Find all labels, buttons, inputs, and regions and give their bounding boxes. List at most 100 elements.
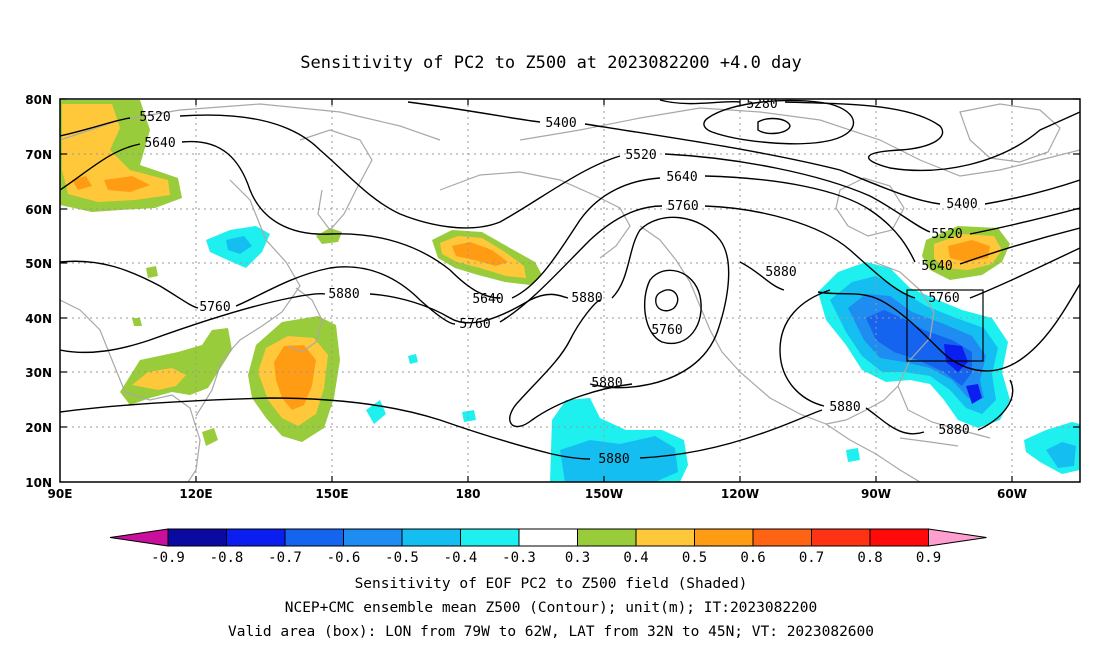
- contour-5880-south: [60, 397, 823, 460]
- contour-label-5880-b: 5880: [571, 291, 602, 306]
- colorbar: -0.9 -0.8 -0.7 -0.6 -0.5 -0.4 -0.3 0.3 0.4 0.5 0.6…: [109, 528, 987, 566]
- colorbar-label: -0.3: [502, 550, 536, 566]
- contour-5640: [60, 140, 1080, 299]
- lon-label-90e: 90E: [48, 487, 73, 501]
- contour-5760: [60, 205, 1080, 325]
- shade-dateline-orange: [452, 242, 508, 266]
- shade-small-cyan-2: [462, 410, 476, 422]
- lon-label-150e: 150E: [315, 487, 348, 501]
- graticule: [60, 99, 1080, 482]
- map-frame: [59, 98, 1081, 483]
- colorbar-bin: [284, 528, 344, 547]
- lat-label-80n: 80N: [25, 93, 52, 107]
- colorbar-label: -0.5: [385, 550, 419, 566]
- valid-area-box: [906, 289, 984, 362]
- colorbar-bin: [811, 528, 871, 547]
- colorbar-high-end: [928, 528, 987, 547]
- lat-labels: 80N 70N 60N 50N 40N 30N 20N 10N: [25, 93, 52, 490]
- coast-na-west: [639, 225, 827, 425]
- shade-atl-blue: [1046, 442, 1076, 468]
- colorbar-label: -0.4: [444, 550, 478, 566]
- lon-labels: 90E 120E 150E 180 150W 120W 90W 60W: [48, 487, 1027, 501]
- colorbar-label: 0.9: [916, 550, 941, 566]
- coast-greenland: [959, 103, 1061, 163]
- lat-label-70n: 70N: [25, 148, 52, 162]
- shade-natl-orange: [948, 240, 990, 262]
- shade-small-cyan-3: [408, 354, 418, 364]
- z500-contours: [60, 99, 1080, 460]
- contour-label-5880-a: 5880: [328, 287, 359, 302]
- colorbar-label: 0.4: [623, 550, 648, 566]
- colorbar-bin: [577, 528, 637, 547]
- colorbar-low-end: [109, 528, 169, 547]
- shade-us-blue-5: [966, 384, 982, 404]
- shade-small-green-1: [316, 228, 342, 244]
- coast-asia: [60, 299, 201, 482]
- contour-label-5280: 5280: [746, 97, 777, 112]
- colorbar-label: 0.7: [799, 550, 824, 566]
- lat-label-30n: 30N: [25, 366, 52, 380]
- contour-label-5880-g: 5880: [598, 452, 629, 467]
- colorbar-bin: [518, 528, 578, 547]
- colorbar-bin: [635, 528, 695, 547]
- colorbar-label: -0.8: [210, 550, 244, 566]
- shade-nw-orange: [104, 176, 150, 192]
- colorbar-label: 0.6: [740, 550, 765, 566]
- contour-label-5640-d: 5640: [921, 259, 952, 274]
- contour-label-5880-f: 5880: [938, 423, 969, 438]
- shade-small-green-4: [132, 318, 142, 326]
- colorbar-label: 0.5: [682, 550, 707, 566]
- colorbar-bin: [343, 528, 403, 547]
- contour-5280-inner: [757, 117, 791, 135]
- coast-na-east: [873, 261, 991, 439]
- coast-alaska: [439, 171, 631, 259]
- contour-label-5640-c: 5640: [472, 292, 503, 307]
- lon-label-120w: 120W: [721, 487, 759, 501]
- contour-5280-low: [703, 99, 855, 145]
- colorbar-bin: [869, 528, 929, 547]
- coast-japan: [287, 287, 323, 353]
- contour-label-5640-a: 5640: [144, 136, 175, 151]
- shade-nw-orange-2: [72, 176, 92, 190]
- colorbar-bin: [167, 528, 227, 547]
- contour-5760-inner: [655, 289, 679, 312]
- contour-label-5520-a: 5520: [139, 110, 170, 125]
- colorbar-label: -0.9: [151, 550, 185, 566]
- coast-asia-east: [195, 179, 301, 417]
- map-area: 5280 5400 5400 5520 5520 5520 5640 5640 …: [60, 97, 1080, 482]
- contour-5880: [60, 216, 730, 428]
- shade-us-blue-3: [866, 310, 972, 386]
- lon-label-150w: 150W: [585, 487, 623, 501]
- contour-label-5880-e: 5880: [829, 400, 860, 415]
- colorbar-bin: [226, 528, 286, 547]
- contour-5880-east: [739, 261, 1080, 372]
- coast-kamchatka: [299, 129, 373, 231]
- lon-label-180: 180: [455, 487, 480, 501]
- lat-label-20n: 20N: [25, 421, 52, 435]
- colorbar-label: 0.3: [565, 550, 590, 566]
- figure-title: Sensitivity of PC2 to Z500 at 2023082200…: [300, 53, 802, 73]
- colorbar-label: 0.8: [857, 550, 882, 566]
- shade-small-green-2: [202, 428, 218, 446]
- contour-5520: [60, 114, 1080, 235]
- caption-line-2: NCEP+CMC ensemble mean Z500 (Contour); u…: [285, 600, 818, 616]
- lat-label-60n: 60N: [25, 203, 52, 217]
- shade-china-yellow: [132, 368, 186, 390]
- lat-label-50n: 50N: [25, 257, 52, 271]
- contour-label-5400-a: 5400: [545, 116, 576, 131]
- contour-label-5640-b: 5640: [666, 170, 697, 185]
- coast-caribbean: [899, 437, 959, 447]
- lon-ticks: [195, 99, 1013, 482]
- lat-label-10n: 10N: [25, 476, 52, 490]
- shade-small-cyan-4: [846, 448, 860, 462]
- contour-5280: [659, 99, 1080, 172]
- contour-label-5520-b: 5520: [625, 148, 656, 163]
- lat-ticks: [60, 98, 1080, 428]
- contour-label-5520-c: 5520: [931, 227, 962, 242]
- shade-small-green-3: [146, 266, 158, 278]
- contour-5400: [407, 101, 1080, 205]
- contour-label-5760-b: 5760: [199, 300, 230, 315]
- caption-line-1: Sensitivity of EOF PC2 to Z500 field (Sh…: [355, 576, 748, 592]
- colorbar-bin: [752, 528, 812, 547]
- contour-label-5760-c: 5760: [459, 317, 490, 332]
